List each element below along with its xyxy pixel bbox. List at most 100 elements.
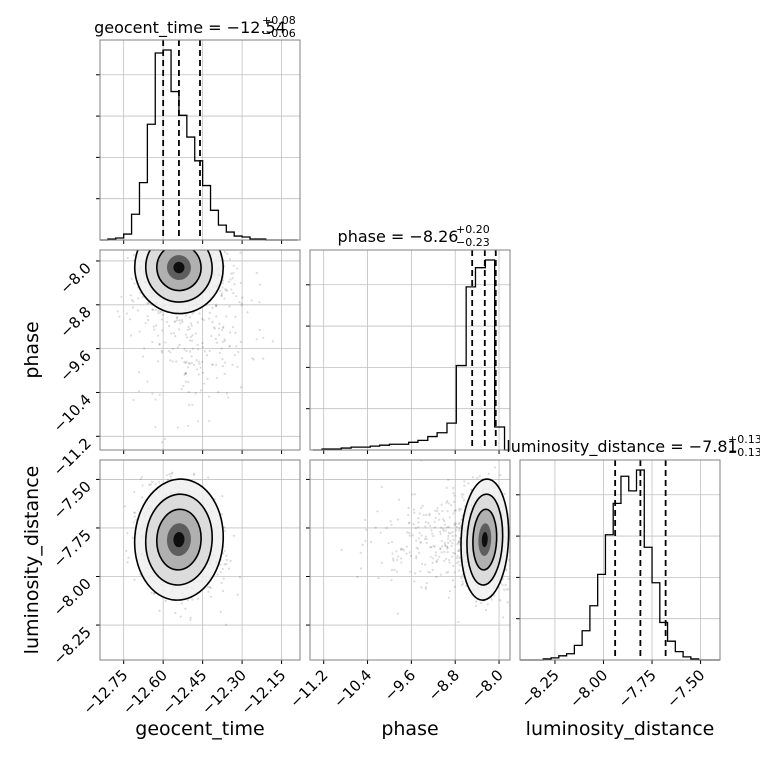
sample-point bbox=[413, 580, 416, 583]
sample-point bbox=[463, 480, 466, 483]
sample-point bbox=[184, 219, 186, 221]
sample-point bbox=[194, 243, 196, 245]
sample-point bbox=[187, 366, 190, 369]
sample-point bbox=[414, 527, 417, 530]
y-tick-label: −8.0 bbox=[56, 259, 94, 297]
sample-point bbox=[459, 508, 463, 511]
sample-point bbox=[140, 475, 143, 478]
sample-point bbox=[152, 325, 155, 328]
sample-point bbox=[189, 616, 192, 619]
sample-point bbox=[395, 570, 399, 573]
sample-point bbox=[447, 537, 450, 540]
sample-point bbox=[187, 424, 190, 427]
sample-point bbox=[430, 546, 433, 549]
sample-point bbox=[223, 297, 226, 300]
sample-point bbox=[417, 551, 421, 554]
sample-point bbox=[178, 216, 180, 218]
sample-point bbox=[128, 318, 132, 321]
joint-geocent-time-phase bbox=[96, 211, 301, 482]
sample-point bbox=[141, 496, 144, 499]
sample-point bbox=[186, 328, 189, 331]
sample-point bbox=[399, 548, 403, 551]
sample-point bbox=[215, 303, 218, 306]
sample-point bbox=[196, 343, 199, 347]
x-tick-label: −9.6 bbox=[381, 666, 419, 704]
sample-point bbox=[225, 562, 228, 566]
sample-point bbox=[214, 480, 216, 482]
sample-point bbox=[170, 246, 172, 248]
sample-point bbox=[199, 366, 202, 369]
sample-point bbox=[364, 539, 367, 543]
sample-point bbox=[444, 557, 448, 560]
sample-point bbox=[444, 544, 447, 547]
sample-point bbox=[178, 247, 180, 249]
sample-point bbox=[158, 342, 161, 345]
sample-point bbox=[170, 243, 172, 245]
sample-point bbox=[439, 547, 442, 551]
sample-point bbox=[408, 521, 411, 524]
sample-point bbox=[425, 537, 428, 541]
sample-point bbox=[461, 582, 465, 586]
sample-point bbox=[219, 610, 222, 613]
sample-point bbox=[421, 504, 424, 507]
sample-point bbox=[420, 534, 423, 537]
sample-point bbox=[206, 217, 208, 219]
sample-point bbox=[188, 316, 191, 319]
sample-point bbox=[180, 602, 184, 605]
sample-point bbox=[239, 340, 242, 343]
sample-point bbox=[236, 365, 239, 368]
y-tick-label: −8.25 bbox=[50, 623, 95, 668]
sample-point bbox=[185, 349, 188, 353]
sample-point bbox=[158, 393, 161, 396]
sample-point bbox=[462, 493, 465, 496]
sample-point bbox=[460, 493, 463, 496]
sample-point bbox=[201, 360, 204, 363]
sample-point bbox=[133, 515, 136, 518]
sample-point bbox=[217, 390, 220, 394]
sample-point bbox=[159, 311, 162, 314]
sample-point bbox=[172, 240, 174, 242]
sample-point bbox=[236, 593, 239, 596]
sample-point bbox=[197, 373, 200, 376]
sample-point bbox=[447, 502, 450, 505]
x-tick-label: −7.75 bbox=[615, 666, 660, 711]
sample-point bbox=[229, 559, 232, 562]
xlabel-luminosity-distance: luminosity_distance bbox=[526, 718, 715, 740]
scatter-points bbox=[116, 211, 275, 482]
sample-point bbox=[452, 512, 455, 515]
sample-point bbox=[118, 315, 121, 318]
sample-point bbox=[215, 242, 217, 244]
sample-point bbox=[206, 232, 208, 234]
sample-point bbox=[411, 534, 414, 537]
sample-point bbox=[449, 532, 452, 535]
sample-point bbox=[435, 575, 438, 579]
sample-point bbox=[395, 558, 399, 562]
sample-point bbox=[189, 618, 192, 621]
sample-point bbox=[215, 376, 219, 380]
sample-point bbox=[160, 310, 163, 313]
sample-point bbox=[171, 246, 173, 248]
y-tick-label: −10.4 bbox=[50, 391, 95, 436]
sample-point bbox=[460, 576, 463, 580]
sample-point bbox=[140, 247, 142, 249]
joint-frame bbox=[99, 249, 301, 451]
sample-point bbox=[458, 527, 461, 530]
sample-point bbox=[435, 560, 438, 564]
sample-point bbox=[248, 211, 250, 213]
sample-point bbox=[425, 513, 428, 517]
sample-point bbox=[147, 301, 150, 305]
sample-point bbox=[231, 363, 234, 366]
sample-point bbox=[173, 233, 175, 235]
sample-point bbox=[185, 360, 188, 364]
sample-point bbox=[175, 360, 178, 363]
sample-point bbox=[440, 539, 443, 543]
histogram-step bbox=[312, 259, 510, 451]
sample-point bbox=[188, 245, 190, 247]
sample-point bbox=[192, 233, 194, 235]
sample-point bbox=[502, 588, 506, 591]
sample-point bbox=[251, 357, 254, 360]
sample-point bbox=[445, 501, 448, 504]
density-level bbox=[173, 261, 185, 274]
sample-point bbox=[167, 234, 169, 236]
sample-point bbox=[150, 227, 152, 229]
